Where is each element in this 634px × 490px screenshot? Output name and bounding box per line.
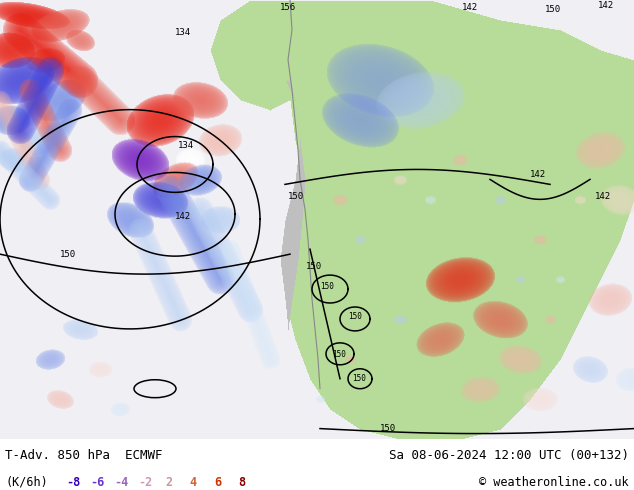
Text: 142: 142 — [175, 212, 191, 221]
Text: Sa 08-06-2024 12:00 UTC (00+132): Sa 08-06-2024 12:00 UTC (00+132) — [389, 449, 629, 462]
Text: 2: 2 — [165, 476, 173, 489]
Text: -4: -4 — [114, 476, 128, 489]
Text: 6: 6 — [214, 476, 221, 489]
Text: 150: 150 — [332, 350, 346, 359]
Text: 8: 8 — [238, 476, 245, 489]
Text: 150: 150 — [288, 193, 304, 201]
Text: -8: -8 — [66, 476, 80, 489]
Text: 150: 150 — [348, 312, 362, 321]
Text: 142: 142 — [462, 3, 478, 12]
Text: 156: 156 — [280, 3, 296, 12]
Text: 142: 142 — [595, 193, 611, 201]
Text: 150: 150 — [60, 250, 76, 259]
Text: 4: 4 — [190, 476, 197, 489]
Text: © weatheronline.co.uk: © weatheronline.co.uk — [479, 476, 629, 489]
Text: (K/6h): (K/6h) — [5, 476, 48, 489]
Text: 142: 142 — [598, 1, 614, 10]
Text: 150: 150 — [380, 423, 396, 433]
Text: -2: -2 — [138, 476, 152, 489]
Text: 150: 150 — [306, 262, 322, 271]
Text: -6: -6 — [90, 476, 104, 489]
Text: 134: 134 — [175, 28, 191, 37]
Text: 150: 150 — [320, 282, 334, 291]
Text: 150: 150 — [545, 5, 561, 14]
Text: 150: 150 — [352, 374, 366, 383]
Text: 142: 142 — [530, 171, 546, 179]
Text: T-Adv. 850 hPa  ECMWF: T-Adv. 850 hPa ECMWF — [5, 449, 162, 462]
Text: 134: 134 — [178, 141, 194, 149]
